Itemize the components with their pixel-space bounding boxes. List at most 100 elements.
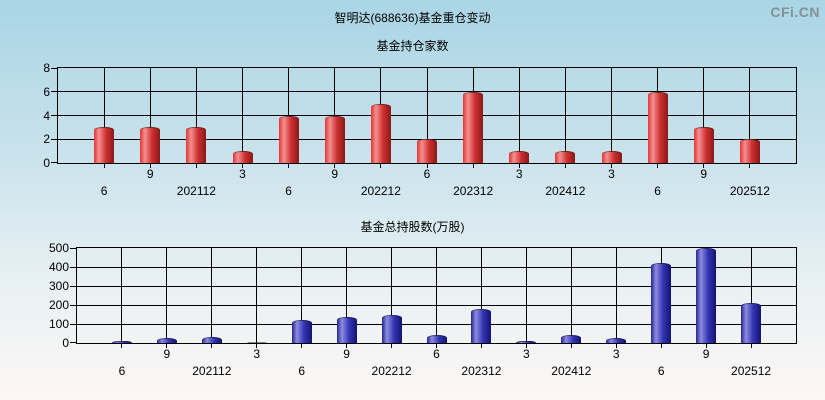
bar — [94, 127, 115, 163]
bar — [741, 303, 762, 343]
v-gridline — [525, 248, 527, 343]
x-tick-mark — [657, 163, 659, 168]
y-tick-label: 8 — [43, 61, 50, 75]
x-tick-label: 6 — [118, 364, 126, 378]
x-tick-mark — [149, 163, 151, 168]
y-tick-mark — [70, 248, 76, 249]
v-gridline — [149, 68, 151, 163]
y-tick-label: 300 — [48, 279, 69, 293]
y-tick-mark — [70, 266, 76, 268]
v-gridline — [615, 248, 617, 343]
bar — [417, 139, 437, 163]
x-tick-mark — [564, 163, 566, 168]
chart2-title: 基金总持股数(万股) — [360, 220, 465, 234]
y-tick-label: 100 — [48, 317, 69, 331]
bar — [651, 263, 672, 343]
bar — [471, 308, 492, 343]
bar — [232, 151, 253, 163]
bar — [278, 115, 299, 163]
x-tick-mark — [611, 163, 612, 168]
v-gridline — [426, 68, 428, 163]
bar — [463, 91, 484, 163]
v-gridline — [242, 68, 243, 163]
bar — [111, 341, 132, 343]
x-tick-label: 202112 — [192, 364, 232, 378]
x-tick-mark — [211, 343, 213, 348]
x-tick-mark — [749, 163, 751, 168]
x-tick-mark — [380, 163, 382, 168]
x-tick-label: 202312 — [453, 184, 494, 198]
y-tick-mark — [51, 68, 57, 69]
cfi-logo: CFi.CN — [770, 4, 820, 20]
v-gridline — [480, 248, 482, 343]
bar — [561, 335, 582, 343]
bar — [381, 314, 402, 343]
x-tick-mark — [570, 343, 572, 348]
x-tick-mark — [121, 343, 123, 348]
bar — [739, 139, 760, 163]
x-tick-label: 6 — [298, 364, 306, 378]
x-tick-label: 9 — [331, 167, 339, 181]
y-tick-mark — [70, 323, 76, 325]
x-tick-mark — [615, 343, 617, 348]
y-tick-label: 0 — [43, 156, 50, 170]
bar — [509, 151, 530, 163]
x-tick-mark — [705, 343, 707, 348]
bar — [324, 115, 345, 163]
bar — [156, 338, 177, 343]
v-gridline — [570, 248, 572, 343]
bar — [370, 103, 391, 163]
x-tick-mark — [472, 163, 474, 168]
v-gridline — [703, 68, 705, 163]
v-gridline — [750, 248, 752, 343]
x-tick-label: 9 — [343, 347, 350, 361]
v-gridline — [391, 248, 393, 343]
x-tick-mark — [301, 343, 303, 348]
v-gridline — [301, 248, 303, 343]
x-tick-mark — [660, 343, 662, 348]
chart1-title: 基金持仓家数 — [376, 39, 449, 53]
x-tick-label: 3 — [523, 347, 530, 361]
bar — [426, 335, 447, 343]
x-tick-label: 6 — [654, 184, 661, 198]
x-tick-label: 202112 — [176, 184, 216, 198]
v-gridline — [611, 68, 612, 163]
y-tick-label: 4 — [43, 108, 50, 123]
x-tick-mark — [391, 343, 393, 348]
y-tick-label: 400 — [48, 260, 69, 274]
bar — [516, 341, 537, 343]
v-gridline — [195, 68, 197, 163]
bar — [606, 338, 627, 343]
y-tick-label: 500 — [48, 241, 69, 255]
x-tick-label: 9 — [163, 347, 171, 361]
x-tick-label: 3 — [239, 167, 246, 181]
bar — [601, 151, 622, 163]
fund-holders-chart-plot: 0 2 4 6 8 6 9 202112 3 6 9 202212 6 202312 3 202412 3 6 9 2… — [43, 61, 797, 198]
x-tick-label: 202512 — [731, 364, 772, 378]
x-tick-label: 202512 — [729, 184, 770, 198]
bar — [696, 248, 717, 343]
x-tick-label: 6 — [433, 347, 440, 361]
bar — [336, 317, 357, 343]
v-gridline — [436, 248, 437, 343]
x-tick-mark — [103, 163, 105, 168]
v-gridline — [256, 248, 258, 343]
x-tick-label: 6 — [100, 184, 108, 198]
y-tick-mark — [51, 91, 57, 93]
x-tick-mark — [288, 163, 290, 168]
x-tick-label: 202312 — [461, 364, 502, 378]
x-tick-label: 202412 — [551, 364, 592, 378]
x-tick-mark — [750, 343, 752, 348]
bar — [186, 127, 207, 163]
x-tick-label: 9 — [146, 167, 154, 181]
v-gridline — [121, 248, 123, 343]
x-tick-mark — [525, 343, 527, 348]
x-tick-label: 9 — [702, 347, 710, 361]
x-tick-label: 6 — [423, 167, 431, 181]
x-tick-mark — [256, 343, 258, 348]
x-tick-mark — [518, 163, 520, 168]
bar — [555, 151, 576, 163]
v-gridline — [103, 68, 105, 163]
y-tick-label: 6 — [43, 84, 50, 99]
